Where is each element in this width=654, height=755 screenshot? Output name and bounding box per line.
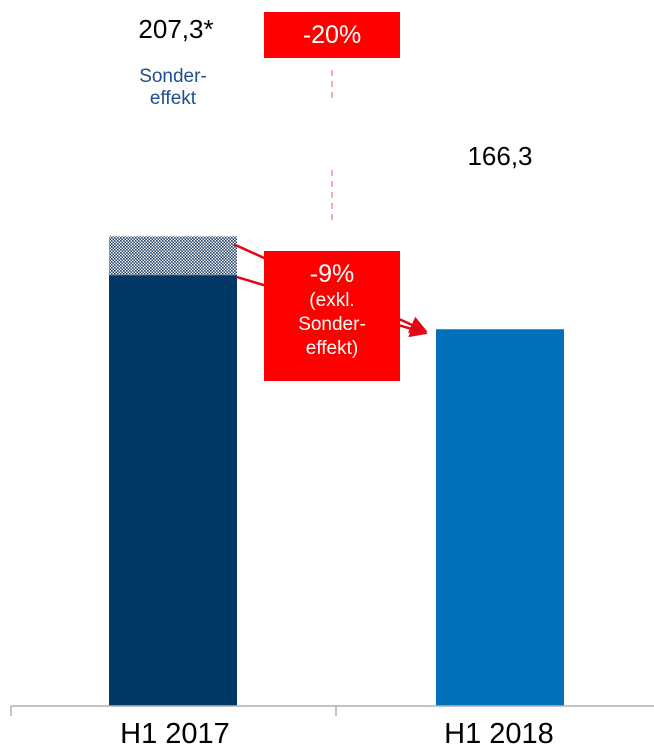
- bar-h1-2017-special-effect: [109, 236, 237, 276]
- bar-h1-2017-base: [109, 275, 237, 706]
- callout-total-change-text: -20%: [302, 21, 362, 49]
- value-label-h1-2018: 166,3: [467, 141, 533, 171]
- callout-excl-note-2: Sonder-: [298, 314, 366, 335]
- callout-excl-change-text: -9%: [309, 260, 355, 288]
- callout-excl-note-1: (exkl.: [309, 290, 355, 311]
- callout-excl-change: -9% (exkl. Sonder- effekt): [264, 251, 400, 381]
- special-effect-label: Sonder- effekt: [139, 66, 207, 109]
- x-tick-label-h1-2017: H1 2017: [120, 718, 230, 750]
- callout-excl-note-3: effekt): [305, 338, 359, 359]
- bar-h1-2018: [436, 329, 564, 706]
- value-label-h1-2017: 207,3*: [138, 14, 214, 44]
- x-tick-label-h1-2018: H1 2018: [444, 718, 554, 750]
- callout-total-change: -20%: [264, 12, 400, 58]
